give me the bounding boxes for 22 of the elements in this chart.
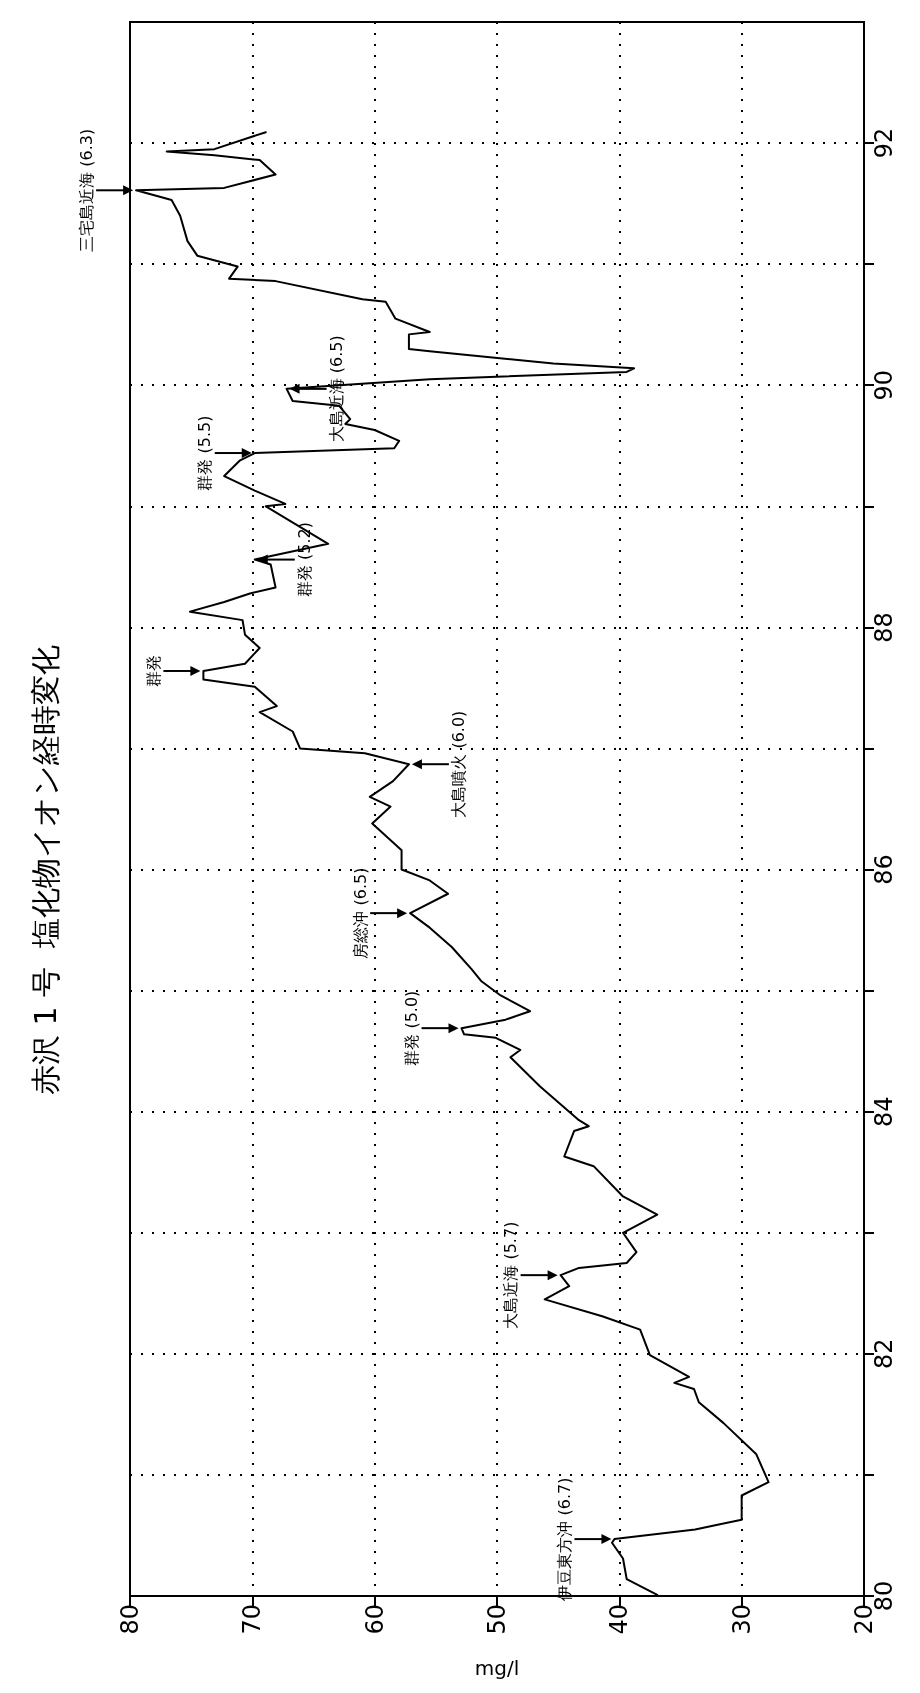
annotation: 大島噴火 (6.0) <box>449 710 469 818</box>
y-tick-label: 90 <box>870 369 898 401</box>
y-tick-label: 92 <box>870 127 898 159</box>
annotation: 群発 (5.0) <box>402 990 422 1066</box>
x-tick-label: 40 <box>605 1604 634 1635</box>
annotation: 群発 (5.5) <box>195 415 215 491</box>
x-tick-label: 60 <box>360 1604 389 1635</box>
text: 赤沢 1 号 塩化物イオン経時変化 <box>27 644 63 1096</box>
y-tick-label: 82 <box>870 1338 898 1370</box>
y-tick-label: 88 <box>870 612 898 643</box>
annotation: 房総沖 (6.5) <box>350 867 370 959</box>
y-tick-label: 84 <box>870 1096 898 1127</box>
annotation: 大島近海 (5.7) <box>501 1221 521 1329</box>
y-tick-label: 86 <box>870 854 898 885</box>
x-tick-label: 50 <box>483 1604 511 1635</box>
x-tick-label: 80 <box>116 1604 144 1635</box>
x-tick-label: 30 <box>727 1604 756 1635</box>
x-axis-title: mg/l <box>474 1656 520 1680</box>
annotation: 群発 <box>143 654 163 687</box>
x-tick-label: 70 <box>238 1604 267 1635</box>
annotation: 伊豆東方沖 (6.7) <box>554 1477 574 1601</box>
annotation: 三宅島近海 (6.3) <box>76 128 96 252</box>
